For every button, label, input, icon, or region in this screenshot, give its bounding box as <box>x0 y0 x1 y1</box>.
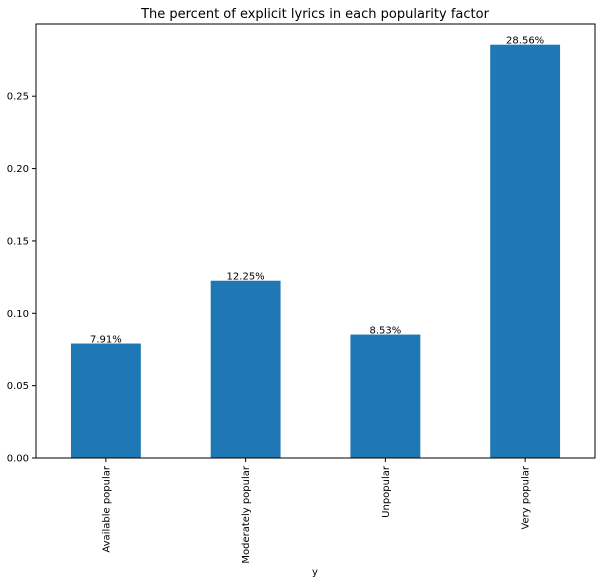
x-tick-label: Available popular <box>101 465 112 553</box>
axes-frame <box>35 23 596 459</box>
plot-area: 0.00 0.05 0.10 0.15 0.20 0.25 7.91% Available p… <box>7 23 596 564</box>
bar <box>350 334 421 458</box>
bar <box>210 280 281 458</box>
bar-data-label: 12.25% <box>227 272 265 283</box>
y-tick-label: 0.15 <box>7 236 29 247</box>
x-tick-label: Unpopular <box>381 465 392 518</box>
x-axis-label: y <box>312 567 318 578</box>
y-tick-label: 0.00 <box>7 454 29 465</box>
bar-data-label: 28.56% <box>506 36 544 47</box>
chart-title: The percent of explicit lyrics in each p… <box>140 7 490 22</box>
y-tick-label: 0.20 <box>7 164 29 175</box>
y-tick-label: 0.10 <box>7 309 29 320</box>
y-tick-label: 0.25 <box>7 92 29 103</box>
x-tick-label: Very popular <box>521 465 532 529</box>
y-tick-label: 0.05 <box>7 381 29 392</box>
bar-data-label: 8.53% <box>369 326 401 337</box>
bar-data-label: 7.91% <box>90 335 122 346</box>
bar <box>70 343 141 458</box>
x-tick-label: Moderately popular <box>241 465 252 563</box>
bar <box>490 44 561 458</box>
